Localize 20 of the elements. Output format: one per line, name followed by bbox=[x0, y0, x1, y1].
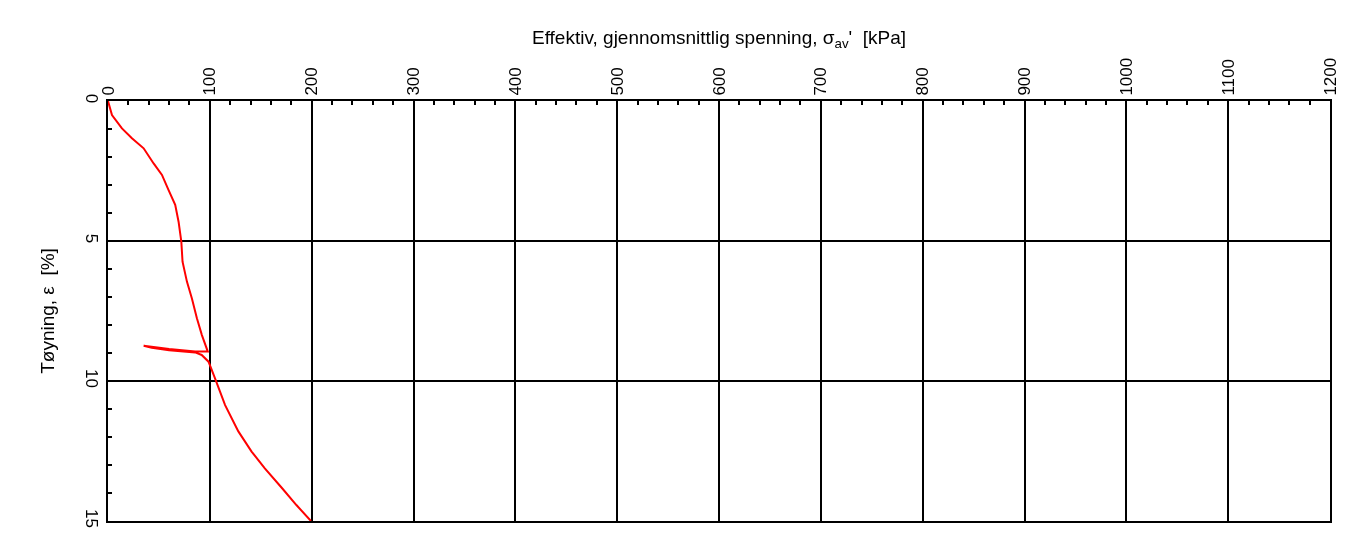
x-tick-label: 300 bbox=[404, 67, 424, 96]
y-tick-label: 15 bbox=[81, 508, 101, 528]
x-tick-label: 800 bbox=[913, 67, 933, 96]
x-tick-label: 100 bbox=[200, 67, 220, 96]
y-axis-title: Tøyning, ε [%] bbox=[36, 248, 58, 374]
x-tick-label: 200 bbox=[302, 67, 322, 96]
x-tick-label: 1000 bbox=[1116, 57, 1136, 96]
x-tick-label: 1200 bbox=[1320, 57, 1340, 96]
x-tick-label: 600 bbox=[709, 67, 729, 96]
x-tick-label: 700 bbox=[811, 67, 831, 96]
y-tick-label: 5 bbox=[81, 233, 101, 244]
x-tick-label: 1100 bbox=[1218, 59, 1238, 96]
x-tick-label: 400 bbox=[505, 67, 525, 96]
y-tick-label: 10 bbox=[81, 368, 101, 388]
x-tick-label: 0 bbox=[98, 86, 118, 96]
y-tick-label: 0 bbox=[81, 93, 101, 104]
x-tick-label: 500 bbox=[607, 67, 627, 96]
line-series bbox=[108, 101, 312, 521]
x-tick-label: 900 bbox=[1015, 67, 1035, 96]
x-axis-title: Effektiv, gjennomsnittlig spenning, σ$_{av}$' [kPa] bbox=[531, 27, 907, 52]
